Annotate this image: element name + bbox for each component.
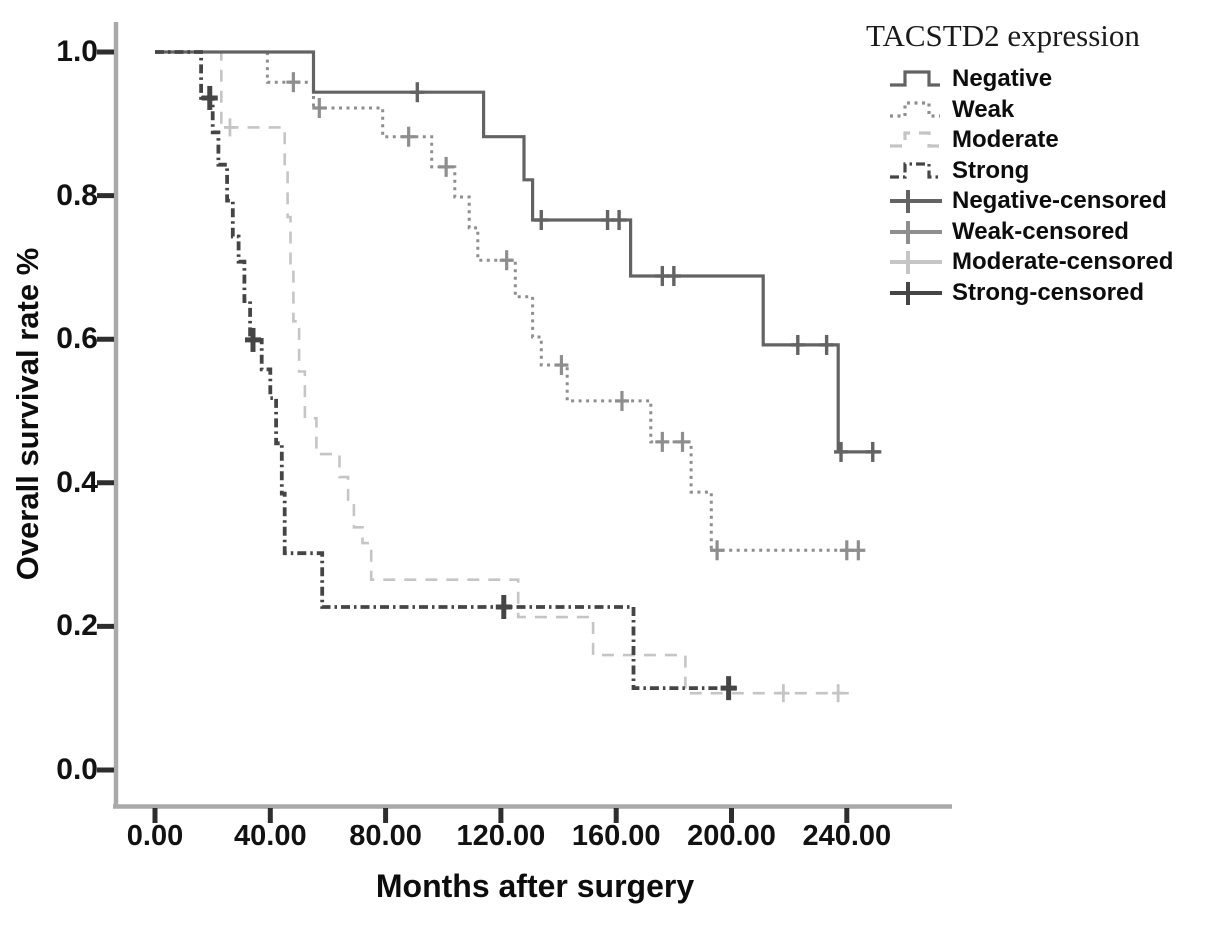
- legend-item-moderate-censored: Moderate-censored: [858, 247, 1203, 278]
- legend-item-label: Moderate: [952, 126, 1059, 154]
- series-path-weak: [155, 50, 862, 552]
- legend-swatch-weak-line: [890, 101, 940, 118]
- legend-item-label: Moderate-censored: [952, 248, 1174, 276]
- legend-item-negative: Negative: [858, 64, 1203, 95]
- censor-marks-moderate: [223, 118, 845, 703]
- legend-item-weak: Weak: [858, 95, 1203, 126]
- legend-swatch-strong-censored: [890, 281, 942, 305]
- legend-swatch-negative-censored: [890, 190, 942, 214]
- legend-item-strong-censored: Strong-censored: [858, 278, 1203, 309]
- y-tick-label: 0.8: [56, 178, 98, 212]
- legend-item-label: Weak: [952, 95, 1015, 123]
- x-tick-label: 40.00: [234, 820, 307, 852]
- legend-item-weak-censored: Weak-censored: [858, 217, 1203, 248]
- censor-marks-negative: [410, 82, 880, 462]
- censor-marks-strong: [201, 85, 737, 701]
- legend-item-negative-censored: Negative-censored: [858, 186, 1203, 217]
- x-tick-label: 120.00: [456, 820, 546, 852]
- legend-title: TACSTD2 expression: [866, 18, 1140, 53]
- y-tick-label: 0.6: [56, 322, 98, 356]
- y-tick-label: 1.0: [56, 35, 98, 68]
- legend-item-label: Negative: [952, 65, 1053, 93]
- series-path-moderate: [155, 50, 850, 695]
- series-path-negative: [155, 50, 882, 454]
- legend-item-label: Strong-censored: [952, 278, 1145, 306]
- x-tick-label: 200.00: [687, 820, 776, 852]
- y-tick-label: 0.0: [56, 753, 98, 786]
- x-tick-label: 240.00: [802, 820, 892, 852]
- legend-item-label: Negative-censored: [952, 187, 1167, 215]
- legend-swatch-weak-censored: [890, 220, 942, 244]
- legend-item-label: Weak-censored: [952, 217, 1129, 245]
- y-tick-label: 0.2: [56, 609, 98, 643]
- legend-swatch-negative-line: [890, 70, 940, 87]
- x-tick-label: 160.00: [571, 820, 661, 852]
- censor-marks-weak: [286, 72, 866, 561]
- x-axis-title: Months after surgery: [375, 868, 695, 904]
- legend-swatch-strong-line: [890, 162, 940, 179]
- series-path-strong: [155, 50, 738, 690]
- y-tick-label: 0.4: [56, 465, 98, 499]
- legend-swatch-moderate-censored: [890, 251, 942, 275]
- legend-items: Negative Weak Moderate Strong Negative-censo…: [858, 64, 1203, 308]
- legend-item-label: Strong: [952, 156, 1030, 184]
- x-tick-label: 0.00: [126, 820, 184, 852]
- legend-item-strong: Strong: [858, 156, 1203, 187]
- x-tick-label: 80.00: [349, 820, 422, 852]
- legend-swatch-moderate-line: [890, 131, 940, 148]
- legend-item-moderate: Moderate: [858, 125, 1203, 156]
- legend: TACSTD2 expression Negative Weak Moderate S…: [858, 18, 1203, 308]
